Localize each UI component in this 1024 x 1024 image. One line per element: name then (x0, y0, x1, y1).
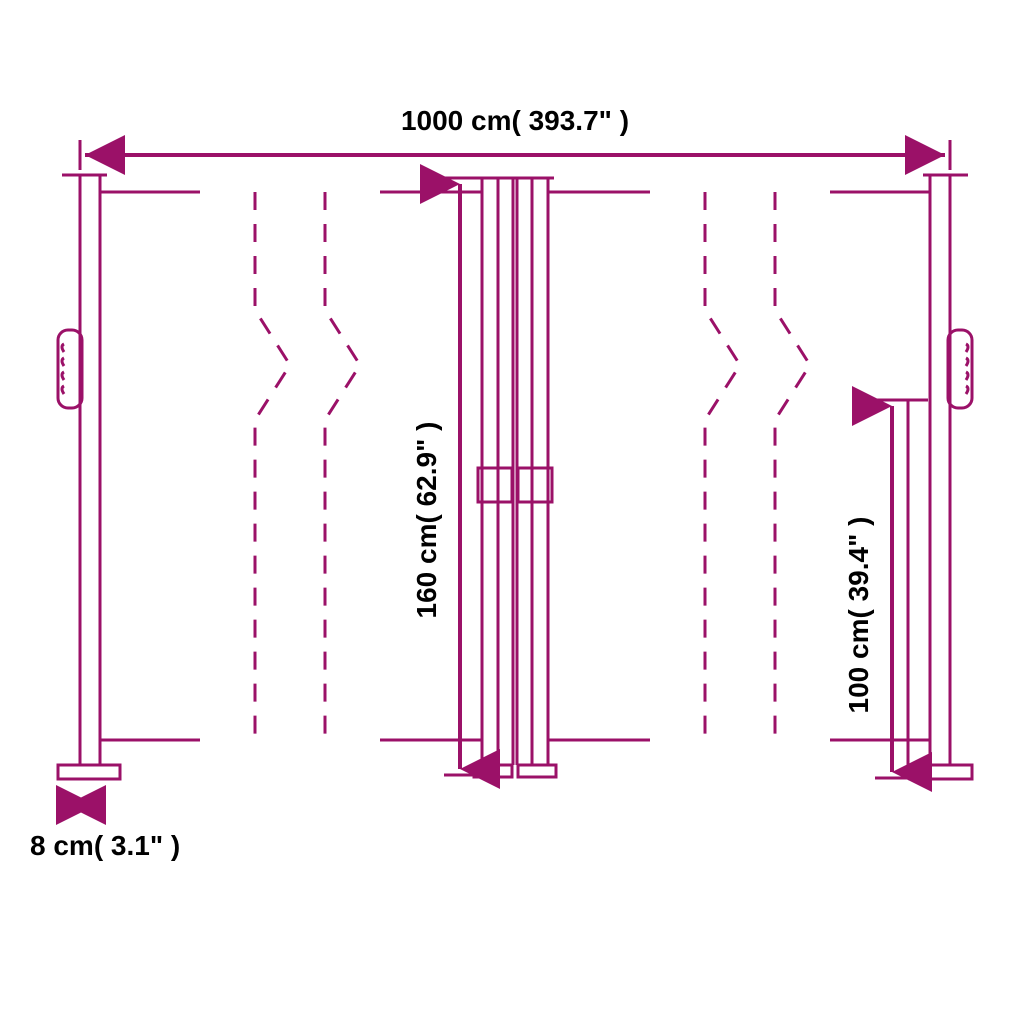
height-label: 160 cm( 62.9" ) (411, 422, 442, 619)
right-post (910, 175, 972, 779)
right-handle (948, 330, 972, 408)
height-dimension: 160 cm( 62.9" ) (411, 178, 480, 775)
dimension-diagram: 1000 cm( 393.7" ) (0, 0, 1024, 1024)
center-cassette (474, 178, 556, 777)
left-post (58, 175, 120, 779)
width-dimension: 1000 cm( 393.7" ) (80, 105, 950, 170)
pole-dimension: 100 cm( 39.4" ) (843, 400, 928, 778)
left-handle (58, 330, 82, 408)
pole-label: 100 cm( 39.4" ) (843, 517, 874, 714)
base-dimension: 8 cm( 3.1" ) (30, 790, 180, 861)
width-label: 1000 cm( 393.7" ) (401, 105, 629, 136)
base-label: 8 cm( 3.1" ) (30, 830, 180, 861)
